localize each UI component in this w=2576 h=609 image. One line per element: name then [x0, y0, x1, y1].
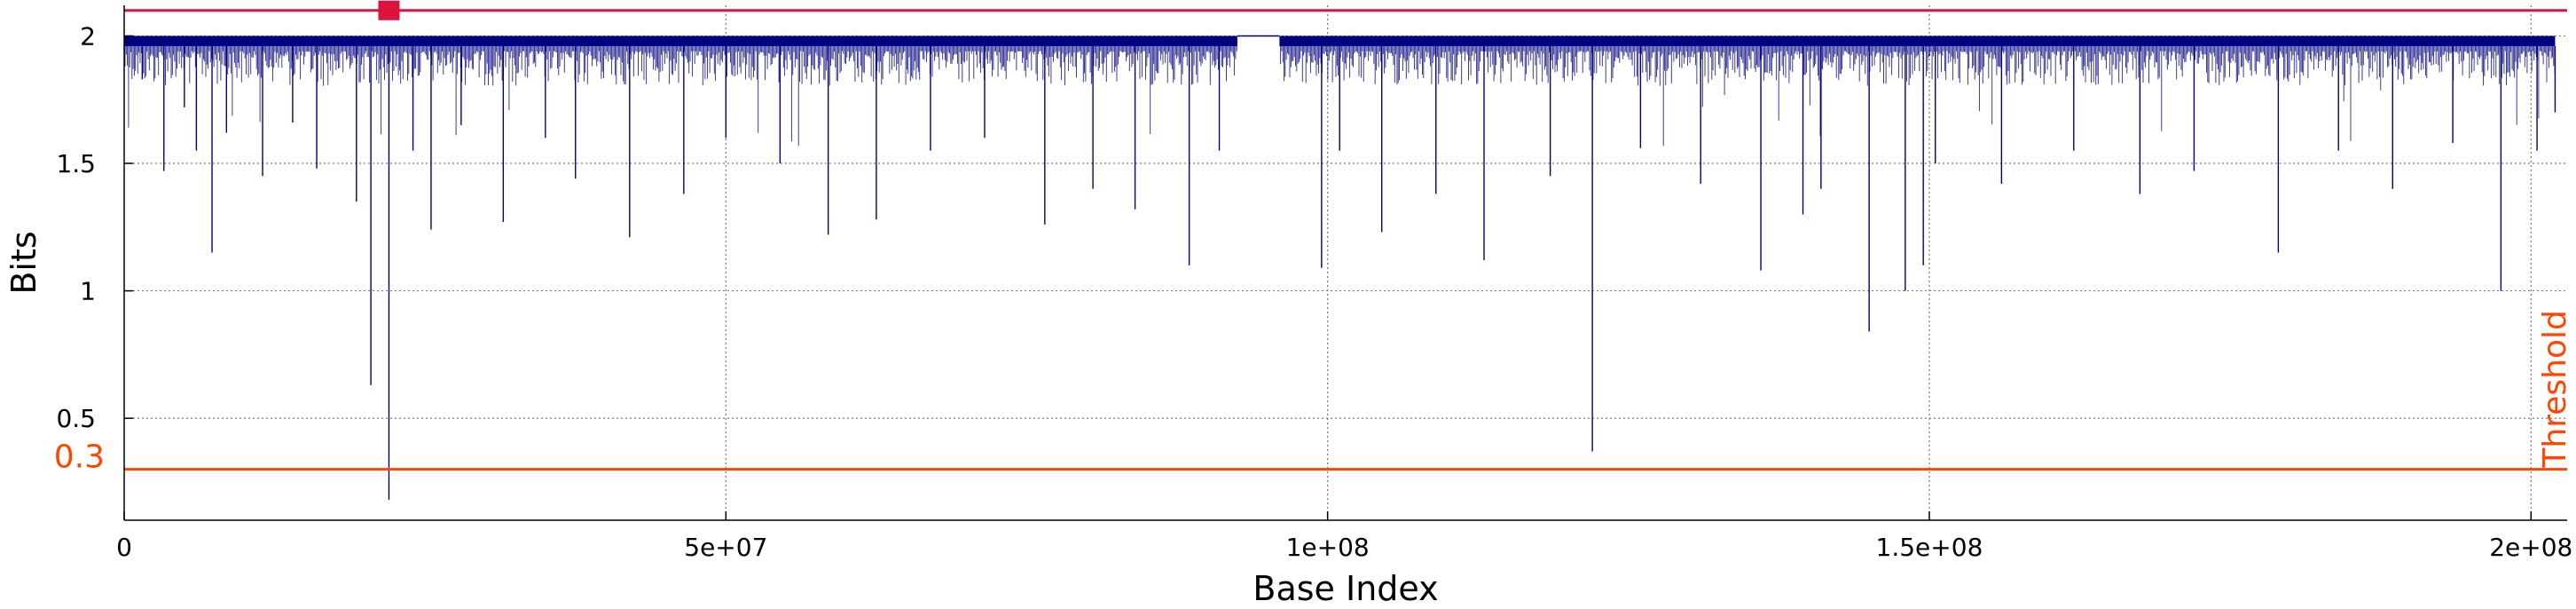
grid-lines	[124, 5, 2567, 520]
y-tick-label: 0.5	[56, 404, 96, 433]
x-tick-label: 1.5e+08	[1876, 533, 1983, 562]
threshold-value-label: 0.3	[54, 439, 105, 476]
y-tick-label: 2	[80, 21, 96, 51]
x-tick-label: 5e+07	[684, 533, 767, 562]
x-tick-label: 0	[116, 533, 132, 562]
reference-lines	[124, 0, 2567, 471]
x-tick-label: 1e+08	[1286, 533, 1370, 562]
y-axis-title: Bits	[4, 231, 43, 294]
marker-point	[378, 0, 400, 20]
x-tick-label: 2e+08	[2489, 533, 2572, 562]
bits-series	[124, 35, 2556, 501]
tick-labels: 0 5e+07 1e+08 1.5e+08 2e+08 0.5 1 1.5 2	[56, 21, 2572, 562]
series-band-left	[124, 36, 1237, 46]
series-fluctuation	[124, 45, 2556, 146]
y-tick-label: 1	[80, 277, 96, 306]
axes	[123, 5, 2567, 521]
threshold-label: Threshold	[2537, 310, 2573, 468]
series-band-right	[1279, 36, 2556, 46]
x-axis-title: Base Index	[1253, 569, 1438, 608]
y-tick-label: 1.5	[56, 149, 96, 178]
